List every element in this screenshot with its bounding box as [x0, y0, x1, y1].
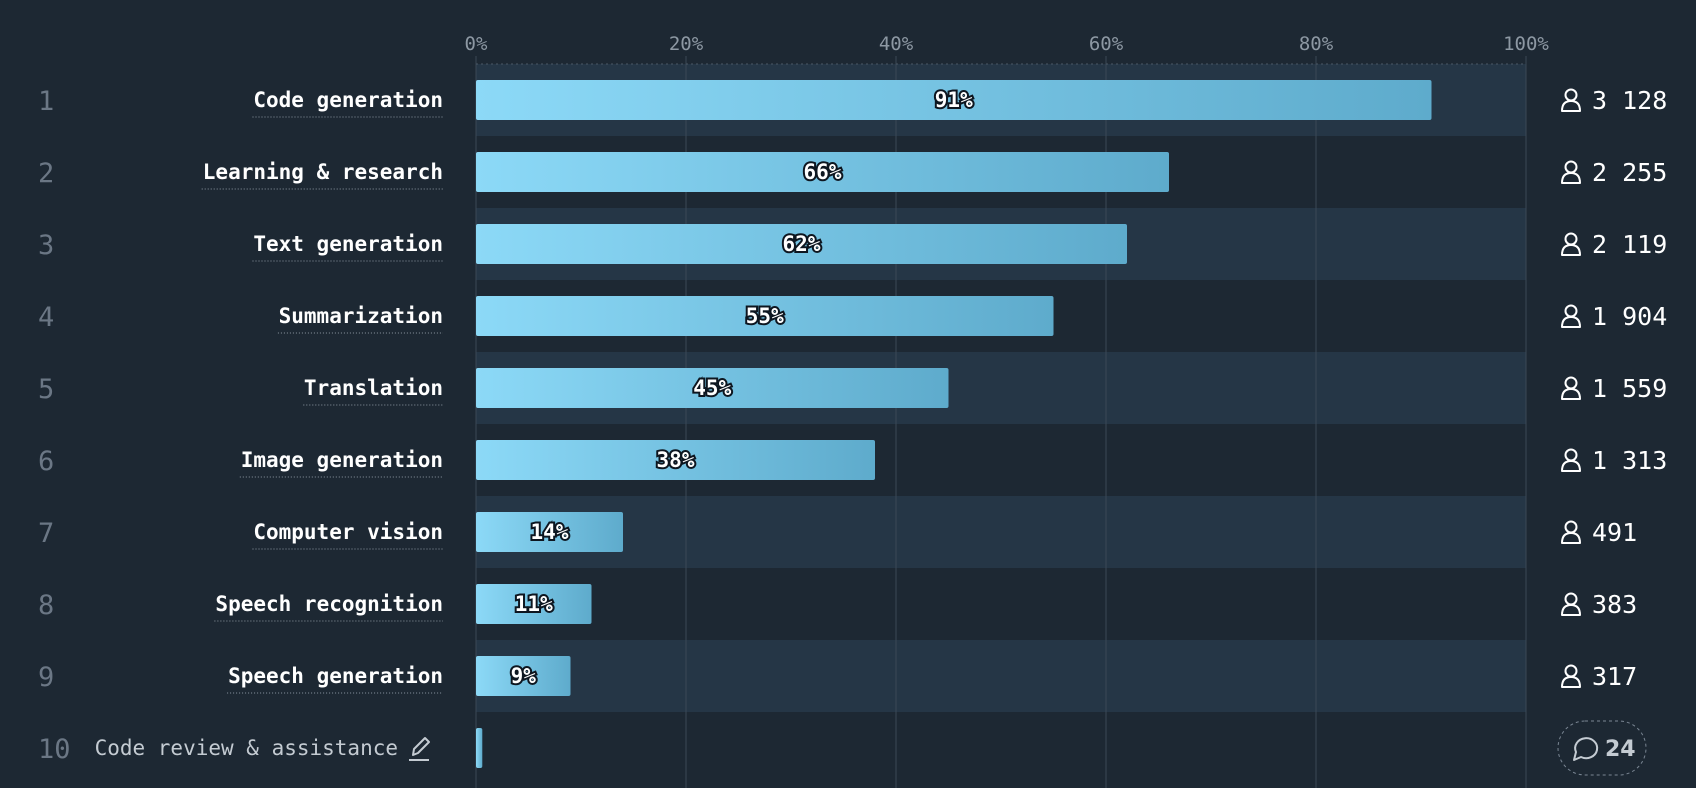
bar-value-label: 62% — [783, 232, 821, 256]
respondent-count: 1 904 — [1592, 302, 1667, 331]
bar-value-label: 11% — [515, 592, 553, 616]
respondent-count: 3 128 — [1592, 86, 1667, 115]
x-tick-label: 60% — [1089, 33, 1124, 55]
x-tick-label: 20% — [669, 33, 704, 55]
bar-value-label: 91% — [935, 88, 973, 112]
respondent-count: 491 — [1592, 518, 1637, 547]
bar[interactable] — [476, 512, 623, 552]
x-tick-label: 100% — [1503, 33, 1549, 55]
x-tick-label: 80% — [1299, 33, 1334, 55]
category-label[interactable]: Learning & research — [203, 160, 443, 184]
bar[interactable] — [476, 584, 592, 624]
respondent-count: 383 — [1592, 590, 1637, 619]
rank-number: 1 — [38, 86, 54, 117]
user-icon — [1561, 304, 1581, 328]
rank-number: 10 — [38, 734, 71, 765]
respondent-count: 317 — [1592, 662, 1637, 691]
user-icon — [1561, 160, 1581, 184]
bar[interactable] — [476, 368, 949, 408]
user-icon — [1561, 520, 1581, 544]
bar-row: 5 Translation 45% 1 559 — [38, 368, 1667, 408]
user-icon — [1561, 592, 1581, 616]
category-label[interactable]: Speech generation — [228, 664, 443, 688]
comments-count: 24 — [1605, 737, 1636, 762]
row-band — [476, 496, 1526, 568]
user-icon — [1561, 664, 1581, 688]
user-icon — [1561, 376, 1581, 400]
bar-row: 3 Text generation 62% 2 119 — [38, 224, 1667, 264]
category-label[interactable]: Speech recognition — [215, 592, 443, 616]
bar-row: 6 Image generation 38% 1 313 — [38, 440, 1667, 480]
rank-number: 2 — [38, 158, 54, 189]
bar[interactable] — [476, 728, 483, 768]
category-label[interactable]: Summarization — [279, 304, 443, 328]
x-tick-label: 0% — [465, 33, 488, 55]
bar-row: 4 Summarization 55% 1 904 — [38, 296, 1667, 336]
bar-value-label: 66% — [804, 160, 842, 184]
user-icon — [1561, 88, 1581, 112]
bar[interactable] — [476, 296, 1054, 336]
bar-value-label: 38% — [657, 448, 695, 472]
rank-number: 8 — [38, 590, 54, 621]
bar[interactable] — [476, 152, 1169, 192]
category-label[interactable]: Image generation — [241, 448, 443, 472]
comments-button[interactable]: 24 — [1557, 720, 1647, 776]
speech-bubble-icon — [1573, 737, 1599, 761]
bar[interactable] — [476, 80, 1432, 120]
x-tick-label: 40% — [879, 33, 914, 55]
bar-value-label: 55% — [746, 304, 784, 328]
bar-row: 1 Code generation 91% 3 128 — [38, 80, 1667, 120]
respondent-count: 1 559 — [1592, 374, 1667, 403]
bar-row: 9 Speech generation 9% 317 — [38, 656, 1637, 696]
rank-number: 5 — [38, 374, 54, 405]
bar[interactable] — [476, 440, 875, 480]
category-label[interactable]: Translation — [304, 376, 443, 400]
rank-number: 3 — [38, 230, 54, 261]
rank-number: 9 — [38, 662, 54, 693]
bar-row: 7 Computer vision 14% 491 — [38, 512, 1637, 552]
respondent-count: 2 119 — [1592, 230, 1667, 259]
bar-value-label: 14% — [531, 520, 569, 544]
row-band — [476, 640, 1526, 712]
bar[interactable] — [476, 224, 1127, 264]
bar-row: 8 Speech recognition 11% 383 — [38, 584, 1637, 624]
category-label[interactable]: Code generation — [253, 88, 443, 112]
user-icon — [1561, 448, 1581, 472]
rank-number: 6 — [38, 446, 54, 477]
respondent-count: 2 255 — [1592, 158, 1667, 187]
bar-value-label: 9% — [511, 664, 537, 688]
other-row: 10 Code review & assistance 24 — [38, 720, 1647, 776]
pencil-icon[interactable] — [409, 737, 430, 761]
respondent-count: 1 313 — [1592, 446, 1667, 475]
bar[interactable] — [476, 656, 571, 696]
bar-value-label: 45% — [693, 376, 731, 400]
rank-number: 7 — [38, 518, 54, 549]
category-label[interactable]: Text generation — [253, 232, 443, 256]
user-icon — [1561, 232, 1581, 256]
category-label[interactable]: Computer vision — [253, 520, 443, 544]
other-category-label[interactable]: Code review & assistance — [95, 736, 398, 760]
bar-row: 2 Learning & research 66% 2 255 — [38, 152, 1667, 192]
comments-pill — [1557, 720, 1647, 776]
rank-number: 4 — [38, 302, 54, 333]
